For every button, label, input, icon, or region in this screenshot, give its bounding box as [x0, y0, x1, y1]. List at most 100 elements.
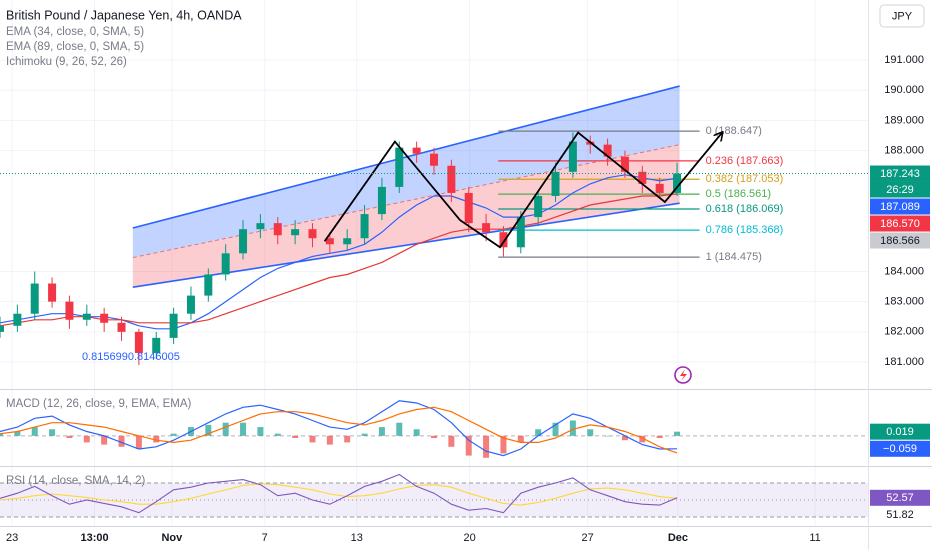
x-tick-label: 23: [6, 532, 18, 544]
candle-body: [412, 147, 421, 154]
price-label: 186.566: [880, 235, 920, 247]
candle-body: [430, 153, 438, 166]
fib-label: 0.382 (187.053): [706, 173, 784, 185]
histogram-bar: [274, 433, 281, 436]
candle-body: [100, 313, 109, 323]
histogram-bar: [552, 422, 559, 436]
histogram-bar: [83, 435, 90, 443]
histogram-bar: [257, 427, 264, 436]
y-tick-label: 184.000: [884, 265, 924, 277]
candle-body: [534, 195, 543, 218]
price-label: 51.82: [886, 509, 914, 521]
x-tick-label: Dec: [668, 532, 688, 544]
legend-entry: EMA (89, close, 0, SMA, 5): [6, 41, 144, 53]
histogram-bar: [517, 435, 524, 443]
price-label-box: [870, 440, 930, 457]
candle-body: [204, 274, 213, 296]
histogram-bar: [118, 435, 125, 447]
ema-line: [0, 174, 678, 330]
histogram-bar: [101, 435, 108, 445]
histogram-bar: [569, 420, 576, 436]
candle-body: [152, 337, 161, 353]
candle-body: [239, 229, 248, 254]
signal-line: [0, 406, 678, 454]
candle-body: [464, 192, 473, 224]
candle-body: [377, 186, 386, 215]
alert-icon[interactable]: [674, 366, 692, 384]
x-tick-label: 27: [582, 532, 594, 544]
channel-lower-fill: [132, 144, 680, 288]
histogram-bar: [361, 433, 368, 436]
fib-label: 0.618 (186.069): [706, 203, 784, 215]
candle-body: [13, 313, 22, 326]
candle-body: [169, 313, 178, 338]
y-tick-label: 181.000: [884, 356, 924, 368]
histogram-bar: [344, 435, 351, 443]
histogram-bar: [205, 424, 212, 436]
macd-line: [0, 400, 678, 457]
fib-label: 0.5 (186.561): [706, 188, 771, 200]
histogram-bar: [326, 435, 333, 445]
rsi-band: [0, 482, 868, 518]
chart-title: British Pound / Japanese Yen, 4h, OANDA: [6, 8, 242, 22]
candle-body: [447, 165, 456, 193]
histogram-bar: [222, 422, 229, 436]
histogram-bar: [604, 435, 611, 437]
rsi-ma-line: [0, 483, 678, 506]
fib-label: 0 (188.647): [706, 125, 762, 137]
histogram-bar: [14, 431, 21, 436]
candle-body: [30, 283, 39, 314]
x-tick-label: 20: [463, 532, 475, 544]
fib-label: 1 (184.475): [706, 251, 762, 263]
candle-body: [620, 156, 629, 172]
candle-body: [186, 295, 195, 314]
histogram-bar: [500, 435, 507, 454]
y-tick-label: 183.000: [884, 296, 924, 308]
currency-label[interactable]: JPY: [892, 10, 913, 22]
price-label: 187.243: [880, 168, 920, 180]
ema-line: [0, 193, 678, 327]
legend-entry: EMA (34, close, 0, SMA, 5): [6, 26, 144, 38]
fib-label: 0.786 (185.368): [706, 224, 784, 236]
channel-upper-fill: [132, 86, 680, 258]
histogram-bar: [31, 427, 38, 436]
countdown-box: [870, 181, 930, 198]
price-label-box: [870, 232, 930, 249]
candle-body: [551, 171, 560, 196]
candle-body: [134, 331, 143, 353]
histogram-bar: [0, 433, 3, 436]
candle-body: [499, 232, 508, 248]
currency-button[interactable]: [879, 4, 925, 28]
candle-body: [0, 325, 4, 332]
price-label-box: [870, 506, 930, 523]
candle-body: [343, 238, 352, 245]
candle-body: [482, 223, 491, 233]
alert-bolt[interactable]: [680, 369, 687, 381]
histogram-bar: [413, 429, 420, 436]
candle-body: [568, 141, 577, 172]
histogram-bar: [170, 433, 177, 436]
histogram-bar: [656, 435, 663, 439]
rsi-values-line: [0, 473, 678, 514]
y-tick-label: 182.000: [884, 326, 924, 338]
candle-body: [65, 301, 74, 320]
candle-body: [360, 214, 369, 239]
price-label: 187.089: [880, 201, 920, 213]
fib-label: 0.236 (187.663): [706, 155, 784, 167]
histogram-bar: [639, 435, 646, 443]
price-label: 0.019: [886, 426, 914, 438]
y-tick-label: 191.000: [884, 54, 924, 66]
candle-body: [82, 313, 91, 320]
histogram-bar: [465, 435, 472, 456]
x-tick-label: 13: [351, 532, 363, 544]
x-tick-label: 11: [809, 532, 820, 544]
candle-body: [308, 229, 317, 239]
candle-body: [395, 147, 404, 187]
rsi-title: RSI (14, close, SMA, 14, 2): [6, 475, 146, 487]
annotation: 0.8156990.8146005: [82, 351, 180, 363]
histogram-bar: [674, 431, 681, 436]
histogram-bar: [240, 422, 247, 436]
x-tick-label: Nov: [161, 532, 183, 544]
